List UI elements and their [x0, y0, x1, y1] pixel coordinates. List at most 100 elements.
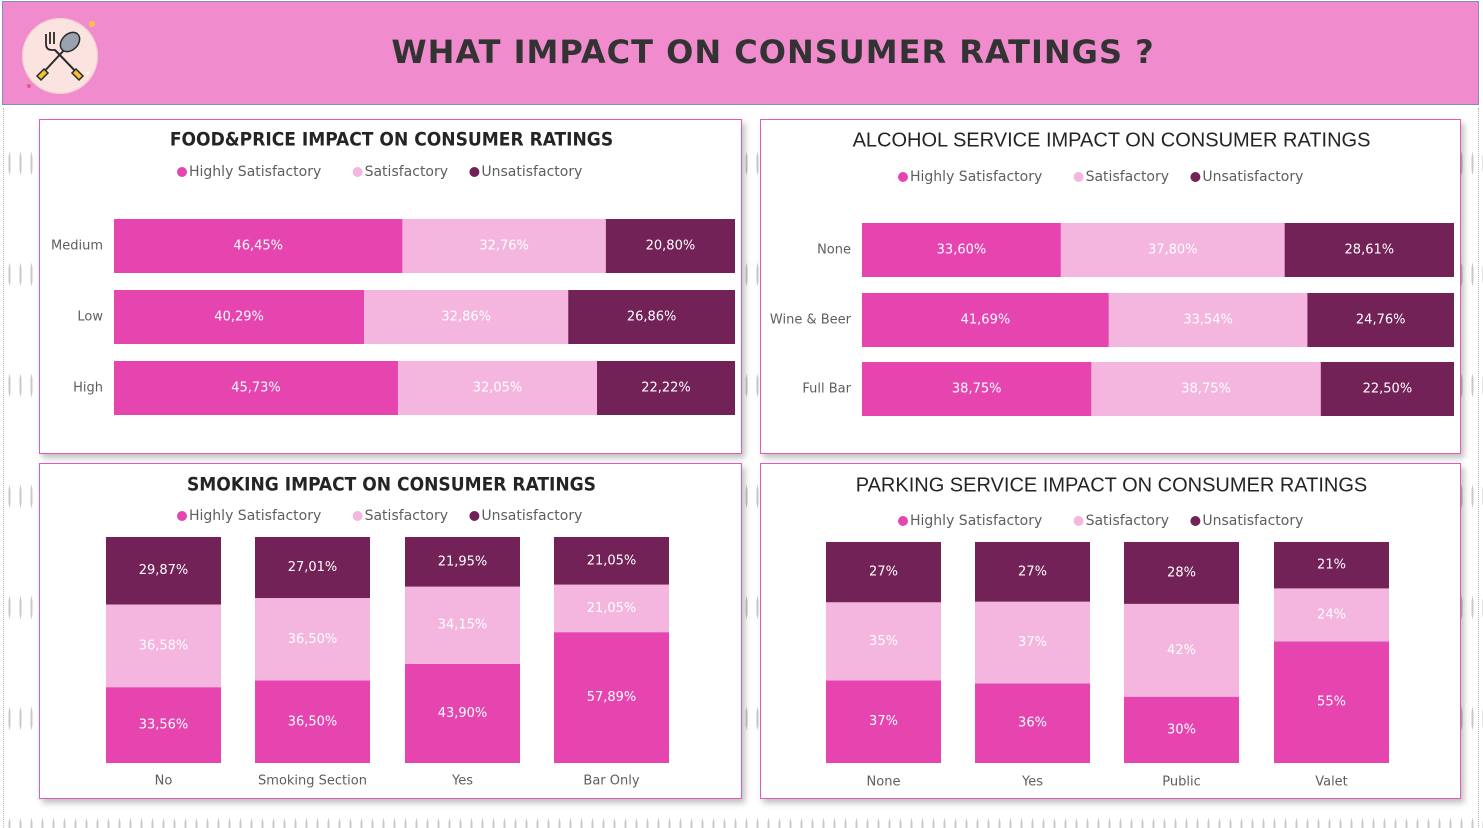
data-label: 22,22% [641, 381, 691, 396]
legend-marker-unsatisfactory [1190, 516, 1201, 526]
bar-segment-highly-satisfactory [114, 290, 365, 344]
bar-segment-satisfactory [554, 584, 669, 633]
category-label: Wine & Beer [770, 313, 852, 328]
bar-segment-unsatisfactory [255, 537, 370, 599]
chart-legend: Highly Satisfactory Satisfactory Unsatisfa… [898, 169, 1303, 185]
data-label: 32,86% [441, 310, 491, 325]
bar-segment-highly-satisfactory [255, 680, 370, 763]
chart-legend: Highly Satisfactory Satisfactory Unsatisfa… [177, 164, 582, 180]
legend-item-satisfactory: Satisfactory [1086, 513, 1169, 529]
data-label: 45,73% [231, 381, 281, 396]
bar-segment-satisfactory [1124, 603, 1239, 697]
legend-marker-satisfactory [352, 511, 363, 521]
bar-segment-satisfactory [1060, 223, 1285, 277]
legend-item-satisfactory: Satisfactory [1086, 169, 1169, 185]
bar-segment-highly-satisfactory [826, 680, 941, 763]
data-label: 27,01% [288, 560, 338, 575]
bar-segment-highly-satisfactory [862, 223, 1061, 277]
alcohol-service-chart: ALCOHOL SERVICE IMPACT ON CONSUMER RATIN… [770, 129, 1454, 416]
legend-item-highly-satisfactory: Highly Satisfactory [910, 513, 1042, 529]
bar-segment-highly-satisfactory [1124, 696, 1239, 763]
data-label: 36% [1018, 716, 1047, 731]
header-banner: WHAT IMPACT ON CONSUMER RATINGS ? [2, 1, 1479, 105]
data-label: 21% [1317, 558, 1346, 573]
alcohol-service-chart-card: ALCOHOL SERVICE IMPACT ON CONSUMER RATIN… [760, 119, 1461, 454]
bar-segment-satisfactory [405, 586, 520, 664]
data-label: 28,61% [1345, 243, 1395, 258]
data-label: 27% [1018, 564, 1047, 579]
bar-segment-unsatisfactory [554, 537, 669, 585]
legend-item-unsatisfactory: Unsatisfactory [1202, 169, 1303, 185]
data-label: 24,76% [1356, 313, 1406, 328]
data-label: 38,75% [1181, 382, 1231, 397]
category-label: Bar Only [583, 774, 639, 789]
legend-item-highly-satisfactory: Highly Satisfactory [189, 508, 321, 524]
bar-segment-highly-satisfactory [862, 293, 1109, 347]
legend-marker-satisfactory [1073, 516, 1084, 526]
category-label: Low [77, 310, 103, 325]
legend-item-unsatisfactory: Unsatisfactory [1202, 513, 1303, 529]
legend-marker-unsatisfactory [469, 167, 480, 177]
legend-marker-highly-satisfactory [898, 516, 908, 526]
parking-service-chart: PARKING SERVICE IMPACT ON CONSUMER RATIN… [826, 474, 1389, 790]
legend-item-satisfactory: Satisfactory [365, 508, 448, 524]
data-label: 22,50% [1363, 382, 1413, 397]
data-label: 42% [1167, 643, 1196, 658]
category-label: Yes [451, 774, 473, 789]
data-label: 46,45% [233, 239, 283, 254]
chart-title: FOOD&PRICE IMPACT ON CONSUMER RATINGS [170, 129, 613, 151]
data-label: 32,76% [479, 239, 529, 254]
data-label: 26,86% [627, 310, 677, 325]
bar-segment-unsatisfactory [1284, 223, 1454, 277]
data-label: 57,89% [587, 690, 637, 705]
data-label: 33,60% [937, 243, 987, 258]
chart-title: ALCOHOL SERVICE IMPACT ON CONSUMER RATIN… [853, 129, 1371, 151]
bar-segment-satisfactory [106, 604, 221, 688]
chart-title: PARKING SERVICE IMPACT ON CONSUMER RATIN… [856, 474, 1368, 496]
bar-segment-highly-satisfactory [975, 683, 1090, 763]
category-label: Valet [1315, 775, 1348, 790]
legend-marker-highly-satisfactory [177, 167, 187, 177]
legend-item-unsatisfactory: Unsatisfactory [481, 164, 582, 180]
smoking-chart: SMOKING IMPACT ON CONSUMER RATINGS Highly… [106, 474, 669, 789]
bar-segment-satisfactory [826, 602, 941, 681]
category-label: Public [1162, 775, 1200, 790]
data-label: 33,56% [139, 718, 189, 733]
bar-segment-unsatisfactory [597, 361, 735, 415]
legend-marker-unsatisfactory [1190, 172, 1201, 182]
legend-item-unsatisfactory: Unsatisfactory [481, 508, 582, 524]
data-label: 40,29% [214, 310, 264, 325]
bar-segment-unsatisfactory [826, 542, 941, 603]
legend-marker-highly-satisfactory [898, 172, 908, 182]
bar-segment-satisfactory [255, 598, 370, 681]
data-label: 28% [1167, 565, 1196, 580]
food-price-chart: FOOD&PRICE IMPACT ON CONSUMER RATINGS Hig… [51, 129, 735, 415]
category-label: Full Bar [802, 382, 851, 397]
bar-segment-unsatisfactory [1274, 542, 1389, 589]
category-label: No [155, 774, 173, 789]
bar-segment-satisfactory [975, 601, 1090, 684]
data-label: 43,90% [438, 706, 488, 721]
data-label: 36,50% [288, 714, 338, 729]
legend-item-highly-satisfactory: Highly Satisfactory [189, 164, 321, 180]
bar-segment-highly-satisfactory [405, 663, 520, 763]
chart-legend: Highly Satisfactory Satisfactory Unsatisfa… [177, 508, 582, 524]
data-label: 36,50% [288, 632, 338, 647]
legend-marker-highly-satisfactory [177, 511, 187, 521]
bar-segment-satisfactory [364, 290, 569, 344]
canvas-guide-left [3, 108, 4, 828]
bar-segment-highly-satisfactory [114, 219, 403, 273]
data-label: 35% [869, 634, 898, 649]
legend-item-highly-satisfactory: Highly Satisfactory [910, 169, 1042, 185]
bar-segment-unsatisfactory [1124, 542, 1239, 604]
data-label: 37,80% [1148, 243, 1198, 258]
chart-title: SMOKING IMPACT ON CONSUMER RATINGS [187, 474, 596, 496]
legend-marker-satisfactory [1073, 172, 1084, 182]
bar-segment-highly-satisfactory [554, 632, 669, 763]
data-label: 21,05% [587, 601, 637, 616]
bar-segment-satisfactory [1091, 362, 1321, 416]
category-label: None [817, 243, 851, 258]
category-label: High [73, 381, 103, 396]
data-label: 30% [1167, 722, 1196, 737]
page-title: WHAT IMPACT ON CONSUMER RATINGS ? [391, 33, 1155, 71]
